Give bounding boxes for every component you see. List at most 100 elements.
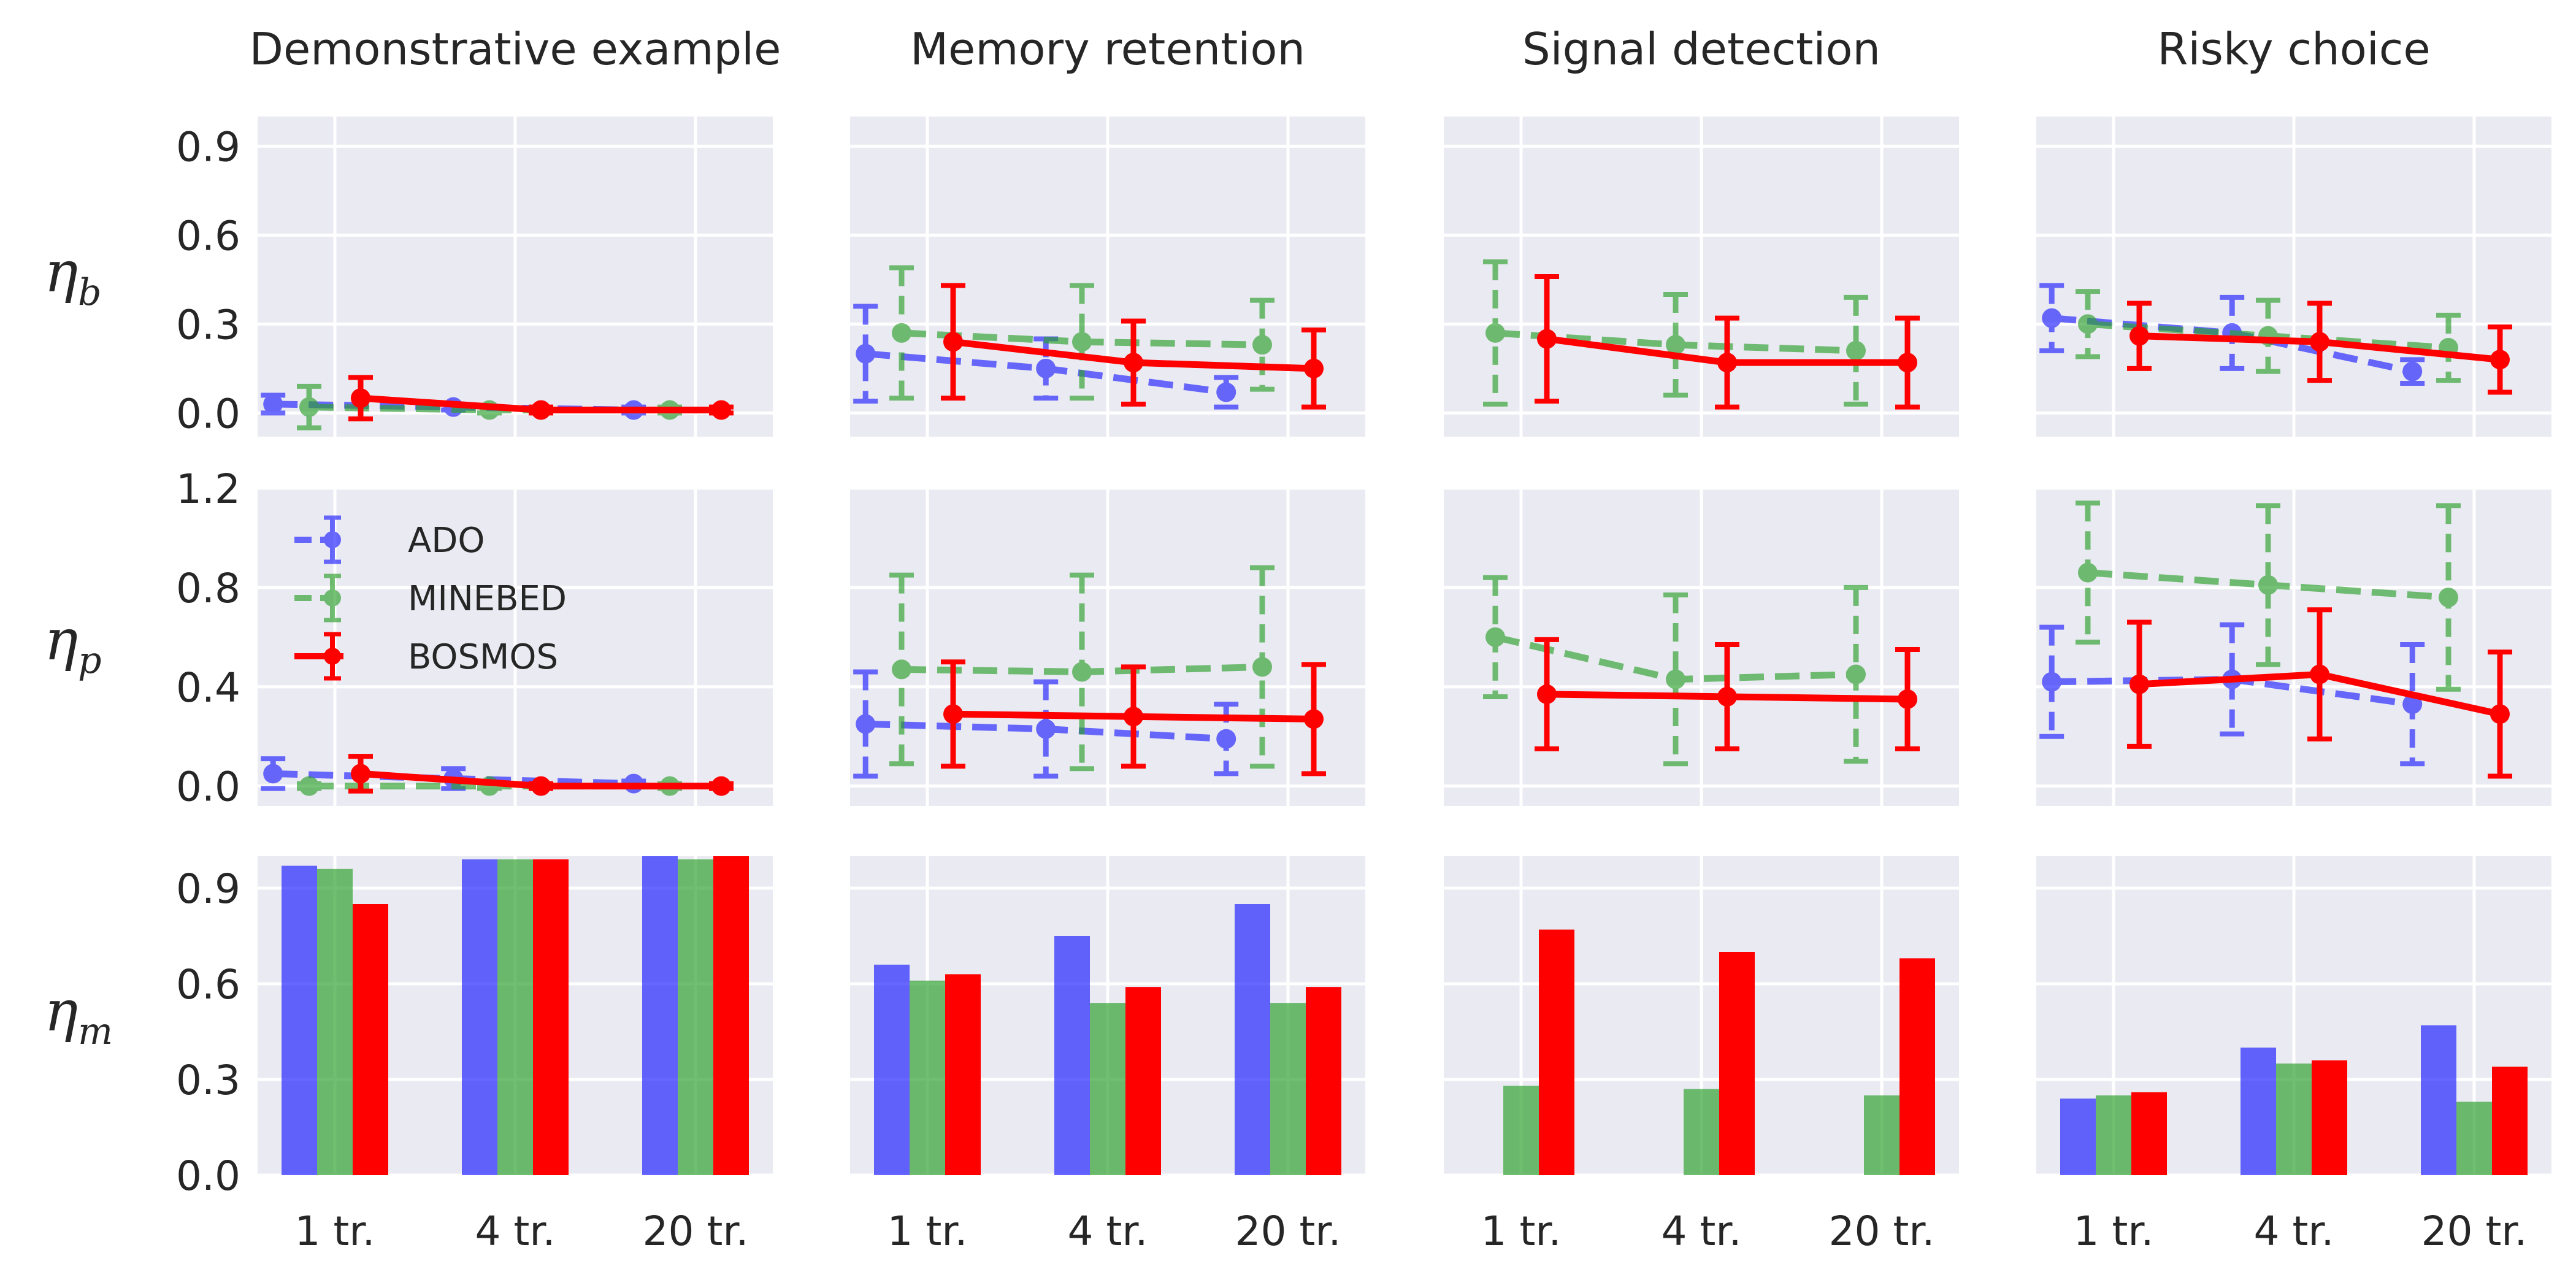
series-minebed <box>889 265 1275 401</box>
bar-bosmos <box>353 904 388 1175</box>
y-tick-label: 0.9 <box>176 865 240 913</box>
data-point-bosmos <box>351 764 370 784</box>
y-tick-label: 0.6 <box>176 961 240 1008</box>
panel-r2-c4 <box>2036 486 2551 806</box>
x-tick-label: 20 tr. <box>1235 1208 1341 1255</box>
row-label-symbol: η <box>44 239 78 305</box>
bar-bosmos <box>945 974 981 1175</box>
series-bosmos <box>941 659 1326 776</box>
column-title-memory-retention: Memory retention <box>910 23 1305 75</box>
bar-minebed <box>1864 1095 1899 1175</box>
data-point-bosmos <box>531 400 551 420</box>
legend-entry-ado <box>294 515 343 564</box>
bar-bosmos <box>1125 987 1161 1175</box>
data-point-ado <box>856 714 876 734</box>
plot-area: Demonstrative example Memory retention Sig… <box>44 23 2551 1255</box>
series-bosmos <box>2127 301 2512 395</box>
panel-r3-c1: 0.0 0.3 0.6 0.9 1 tr. 4 tr. 20 tr. <box>176 856 773 1255</box>
bar-minebed <box>1684 1089 1719 1175</box>
data-point-bosmos <box>2129 326 2149 346</box>
series-minebed <box>2076 500 2461 692</box>
bar-ado <box>2241 1048 2276 1175</box>
bar-ado <box>1054 936 1090 1175</box>
row-label-subscript: p <box>78 639 101 682</box>
data-point-minebed <box>1485 323 1505 343</box>
row-label-subscript: b <box>78 271 101 314</box>
x-tick-label: 1 tr. <box>887 1208 968 1255</box>
data-point-ado <box>856 343 876 364</box>
data-point-bosmos <box>1537 329 1557 349</box>
data-point-minebed <box>299 397 319 417</box>
x-tick-label: 1 tr. <box>2074 1208 2154 1255</box>
row-label-symbol: η <box>44 978 78 1044</box>
bar-minebed <box>910 980 945 1175</box>
bar-bosmos <box>1899 958 1935 1175</box>
bar-bosmos <box>533 859 569 1175</box>
y-tick-label: 0.3 <box>176 1057 240 1104</box>
panel-r1-c1: 0.0 0.3 0.6 0.9 <box>176 117 773 437</box>
data-point-bosmos <box>1898 353 1917 373</box>
data-point-minebed <box>2439 588 2458 608</box>
legend-marker <box>324 589 341 607</box>
y-tick-label: 0.4 <box>176 664 240 711</box>
data-point-bosmos <box>1898 689 1917 709</box>
data-point-bosmos <box>2310 664 2329 684</box>
bar-bosmos <box>1719 952 1755 1175</box>
column-title-demonstrative-example: Demonstrative example <box>250 23 781 75</box>
row-label-eta-m: ηm <box>44 978 113 1053</box>
data-point-bosmos <box>1717 686 1737 707</box>
data-point-bosmos <box>2490 704 2510 724</box>
bar-ado <box>874 964 910 1175</box>
data-point-minebed <box>1252 335 1272 355</box>
series-minebed <box>1483 575 1868 767</box>
panel-r3-c4: 1 tr. 4 tr. 20 tr. <box>2036 856 2551 1255</box>
panel-r2-c1: 0.0 0.4 0.8 1.2 <box>176 466 773 811</box>
legend-marker <box>324 648 341 665</box>
data-point-bosmos <box>711 776 731 796</box>
series-bosmos <box>348 754 734 796</box>
panel-r1-c2 <box>850 117 1365 437</box>
series-bosmos <box>348 375 734 421</box>
data-point-minebed <box>1485 627 1505 647</box>
bar-ado <box>462 859 497 1175</box>
bar-minebed <box>2456 1102 2492 1175</box>
data-point-ado <box>1036 358 1056 378</box>
data-point-minebed <box>299 776 319 796</box>
data-point-ado <box>263 394 283 414</box>
legend-marker <box>324 531 341 548</box>
bar-ado <box>642 856 678 1175</box>
y-tick-label: 0.0 <box>176 1152 240 1200</box>
data-point-bosmos <box>1717 353 1737 373</box>
data-point-bosmos <box>1304 709 1324 729</box>
x-tick-label: 4 tr. <box>475 1208 556 1255</box>
data-point-bosmos <box>1124 707 1143 727</box>
bar-minebed <box>1270 1003 1306 1175</box>
series-minebed <box>889 565 1275 772</box>
data-point-minebed <box>1072 332 1092 352</box>
data-point-bosmos <box>943 704 963 724</box>
data-point-bosmos <box>1124 353 1143 373</box>
x-tick-label: 20 tr. <box>1829 1208 1935 1255</box>
data-point-ado <box>2402 361 2423 381</box>
data-point-ado <box>1036 719 1056 739</box>
y-tick-label: 1.2 <box>176 466 240 513</box>
bar-ado <box>2060 1098 2096 1175</box>
series-bosmos <box>941 283 1326 410</box>
bar-minebed <box>497 859 533 1175</box>
row-label-symbol: η <box>44 607 78 673</box>
x-tick-label: 20 tr. <box>643 1208 749 1255</box>
bar-minebed <box>317 868 353 1175</box>
data-point-ado <box>2042 308 2062 328</box>
bar-ado <box>1235 904 1270 1175</box>
column-title-risky-choice: Risky choice <box>2157 23 2430 75</box>
row-label-eta-p: ηp <box>44 607 102 682</box>
x-tick-label: 1 tr. <box>295 1208 375 1255</box>
series-minebed <box>1483 259 1868 407</box>
data-point-minebed <box>1846 664 1866 684</box>
panel-r1-c3 <box>1444 117 1959 437</box>
data-point-minebed <box>1666 335 1685 355</box>
legend-label-minebed: MINEBED <box>408 579 567 619</box>
y-tick-label: 0.0 <box>176 390 240 437</box>
data-point-bosmos <box>711 400 731 420</box>
bar-ado <box>2421 1025 2456 1175</box>
